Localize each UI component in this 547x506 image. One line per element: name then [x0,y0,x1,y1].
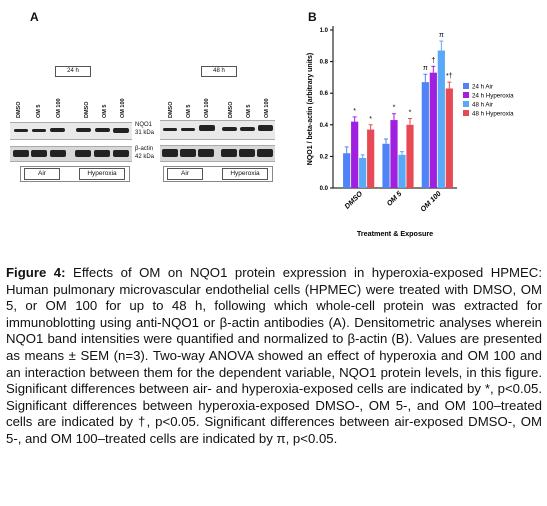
lane-label: OM 100 [56,98,62,118]
panel-a-label: A [30,10,39,24]
bar [445,88,453,188]
condition-frame-right [163,166,273,182]
band [180,149,196,157]
bar [367,129,375,188]
band [221,149,237,157]
band [50,128,65,132]
band [198,149,214,157]
band [181,128,195,131]
significance-marker: * [353,108,356,115]
bar [382,143,390,188]
legend-label: 24 h Hyperoxia [472,93,514,100]
significance-marker: π [423,65,428,72]
band [32,129,46,132]
bar [398,154,406,188]
lane-label: OM 5 [246,104,252,118]
lane-label: DMSO [228,101,234,119]
significance-marker: π [439,32,444,39]
nqo1-blot-right [160,120,275,140]
caption-text: Effects of OM on NQO1 protein expression… [6,265,542,446]
bar [421,82,429,188]
nqo1-label: NQO1 [135,122,153,128]
y-tick-label: 1.0 [320,28,329,34]
lane-label: OM 5 [36,104,42,118]
lane-label: OM 100 [120,98,126,118]
lane-label: OM 5 [102,104,108,118]
band [76,128,91,132]
y-tick-label: 0.8 [320,60,329,66]
bar [429,72,437,188]
band [113,150,129,157]
condition-frame-left [20,166,130,182]
time-label-48h: 48 h [201,66,237,77]
nqo1-bar-chart: 0.0 0.2 0.4 0.6 0.8 1.0 NQO1 / beta-actin (arb… [307,26,514,238]
lane-label: DMSO [16,101,22,119]
legend-swatch [463,101,469,107]
significance-marker: *† [446,73,453,80]
bar [390,120,398,188]
bar [437,50,445,188]
actin-blot-right [160,145,275,162]
lane-label: OM 5 [186,104,192,118]
band [95,128,110,132]
significance-marker: † [431,57,435,64]
bar [351,121,359,188]
lane-label: OM 100 [204,98,210,118]
y-tick-label: 0.6 [320,91,329,97]
band [75,150,91,157]
caption-lead: Figure 4: [6,265,66,280]
time-label-24h: 24 h [55,66,91,77]
condition-air: Air [24,168,60,180]
x-tick-label: OM 5 [385,188,404,207]
lane-label: DMSO [168,101,174,119]
condition-hyperoxia: Hyperoxia [79,168,125,180]
legend-swatch [463,110,469,116]
band [222,127,237,131]
legend-label: 48 h Air [472,102,493,109]
nqo1-size-label: 31 kDa [135,130,155,136]
figure-caption: Figure 4: Effects of OM on NQO1 protein … [6,265,542,448]
lane-label: DMSO [84,101,90,119]
x-axis-label: Treatment & Exposure [357,229,433,238]
bar [406,124,414,188]
y-axis-label: NQO1 / beta-actin (arbitrary units) [307,53,314,165]
band [113,128,129,133]
actin-blot-left [10,146,132,162]
condition-hyperoxia: Hyperoxia [222,168,268,180]
band [13,150,29,157]
band [94,150,110,157]
band [50,150,66,157]
significance-marker: * [393,105,396,112]
legend-swatch [463,92,469,98]
band [163,128,177,131]
panel-b-label: B [308,10,317,24]
band [14,129,28,132]
y-tick-label: 0.4 [320,123,329,129]
condition-air: Air [167,168,203,180]
bar [359,157,367,188]
legend-label: 24 h Air [472,84,493,91]
legend-swatch [463,83,469,89]
band [239,149,255,157]
significance-marker: * [369,116,372,123]
band [257,149,273,157]
western-blot-panel: 24 h 48 h DMSO OM 5 OM 100 DMSO OM 5 OM … [0,0,300,200]
actin-label: β-actin [135,146,154,152]
legend-label: 48 h Hyperoxia [472,111,514,118]
y-tick-label: 0.2 [320,154,329,160]
x-tick-label: DMSO [342,189,364,211]
actin-size-label: 42 kDa [135,154,155,160]
band [162,149,178,157]
band [199,125,215,131]
band [258,125,273,131]
x-tick-label: OM 100 [418,189,442,213]
significance-marker: * [409,109,412,116]
y-tick-label: 0.0 [320,186,329,192]
band [240,127,255,131]
nqo1-blot-left [10,122,132,140]
band [31,150,47,157]
bar [343,153,351,188]
lane-label: OM 100 [264,98,270,118]
